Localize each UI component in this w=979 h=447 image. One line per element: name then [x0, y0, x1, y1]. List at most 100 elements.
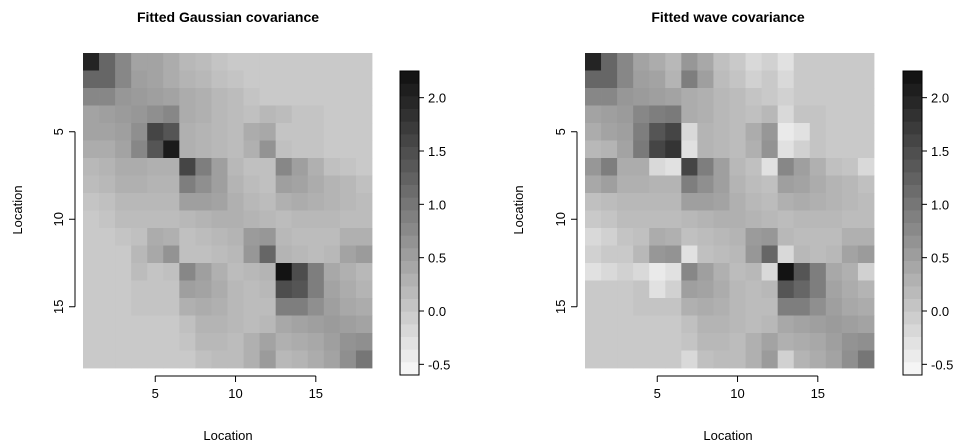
heatmap-cell — [179, 210, 196, 229]
heatmap-cell — [761, 193, 779, 211]
heatmap-cell — [355, 245, 373, 264]
heatmap-cell — [147, 333, 164, 351]
heatmap-cell — [713, 105, 730, 124]
heatmap-cell — [163, 123, 180, 141]
heatmap-cell — [275, 298, 293, 316]
heatmap-cell — [809, 140, 827, 159]
heatmap-cell — [355, 88, 373, 106]
heatmap-cell — [83, 245, 100, 264]
heatmap-cell — [761, 280, 779, 299]
heatmap-cell — [339, 333, 357, 351]
y-axis-label: Location — [511, 185, 526, 234]
colorbar-tick-label: -0.5 — [931, 357, 953, 372]
heatmap-cell — [307, 70, 325, 89]
heatmap-cell — [275, 88, 293, 106]
heatmap-cell — [825, 280, 843, 299]
heatmap-cell — [585, 175, 602, 194]
heatmap-cell — [681, 193, 698, 211]
heatmap-cell — [825, 88, 843, 106]
heatmap-cell — [777, 245, 795, 264]
heatmap-cell — [681, 350, 698, 369]
colorbar-swatch — [903, 261, 922, 275]
heatmap-cell — [713, 245, 730, 264]
heatmap-cell — [681, 175, 698, 194]
heatmap-cell — [307, 88, 325, 106]
heatmap-cell — [115, 263, 132, 281]
heatmap-cell — [179, 193, 196, 211]
colorbar-swatch — [400, 197, 419, 211]
heatmap-cell — [195, 158, 212, 176]
heatmap-cell — [777, 88, 795, 106]
heatmap-cell — [195, 105, 212, 124]
heatmap-cell — [585, 228, 602, 246]
heatmap-cell — [697, 175, 714, 194]
heatmap-cell — [323, 140, 341, 159]
heatmap-cell — [777, 263, 795, 281]
heatmap-cell — [713, 228, 730, 246]
colorbar-swatch — [400, 299, 419, 313]
heatmap-cell — [633, 53, 650, 71]
colorbar-swatch — [903, 210, 922, 224]
heatmap-cell — [601, 175, 618, 194]
heatmap-cell — [307, 333, 325, 351]
heatmap-cell — [83, 140, 100, 159]
heatmap-cell — [857, 158, 875, 176]
colorbar-swatch — [903, 273, 922, 287]
heatmap-cell — [601, 53, 618, 71]
colorbar-swatch — [400, 273, 419, 287]
heatmap-cell — [745, 53, 763, 71]
heatmap-cell — [259, 123, 277, 141]
heatmap-cell — [131, 210, 148, 229]
heatmap-cell — [681, 123, 698, 141]
heatmap-cell — [649, 105, 666, 124]
heatmap-cell — [617, 245, 634, 264]
heatmap-cell — [601, 210, 618, 229]
heatmap-cell — [841, 140, 859, 159]
heatmap-cell — [585, 88, 602, 106]
heatmap-cell — [745, 123, 763, 141]
heatmap-cell — [841, 245, 859, 264]
heatmap-cell — [179, 70, 196, 89]
heatmap-cell — [649, 88, 666, 106]
heatmap-cell — [339, 298, 357, 316]
heatmap-cell — [633, 280, 650, 299]
heatmap-cell — [355, 228, 373, 246]
heatmap-cell — [227, 88, 244, 106]
heatmap-cell — [841, 123, 859, 141]
heatmap-cell — [147, 193, 164, 211]
heatmap-cell — [131, 158, 148, 176]
heatmap-cell — [793, 193, 811, 211]
heatmap-cell — [793, 70, 811, 89]
heatmap-cell — [761, 245, 779, 264]
heatmap-cell — [259, 53, 277, 71]
heatmap-cell — [825, 158, 843, 176]
heatmap-cell — [99, 315, 116, 334]
heatmap-cell — [601, 245, 618, 264]
heatmap-cell — [243, 210, 261, 229]
heatmap-cell — [601, 193, 618, 211]
heatmap-cell — [307, 315, 325, 334]
heatmap-cell — [809, 123, 827, 141]
heatmap-cell — [147, 315, 164, 334]
colorbar-swatch — [400, 185, 419, 199]
heatmap-cell — [99, 333, 116, 351]
heatmap-cell — [131, 140, 148, 159]
heatmap-cell — [809, 158, 827, 176]
heatmap-cell — [291, 315, 309, 334]
colorbar-swatch — [903, 96, 922, 110]
heatmap-cell — [809, 210, 827, 229]
heatmap-cell — [617, 315, 634, 334]
heatmap-cell — [777, 298, 795, 316]
heatmap-cell — [601, 158, 618, 176]
heatmap-cell — [841, 88, 859, 106]
heatmap-cell — [179, 298, 196, 316]
heatmap-cell — [729, 350, 746, 369]
heatmap-cell — [259, 280, 277, 299]
heatmap-cell — [809, 70, 827, 89]
heatmap-cell — [617, 263, 634, 281]
heatmap-cell — [697, 140, 714, 159]
heatmap-cell — [681, 263, 698, 281]
heatmap-cell — [83, 70, 100, 89]
heatmap-cell — [259, 175, 277, 194]
heatmap-cell — [649, 245, 666, 264]
